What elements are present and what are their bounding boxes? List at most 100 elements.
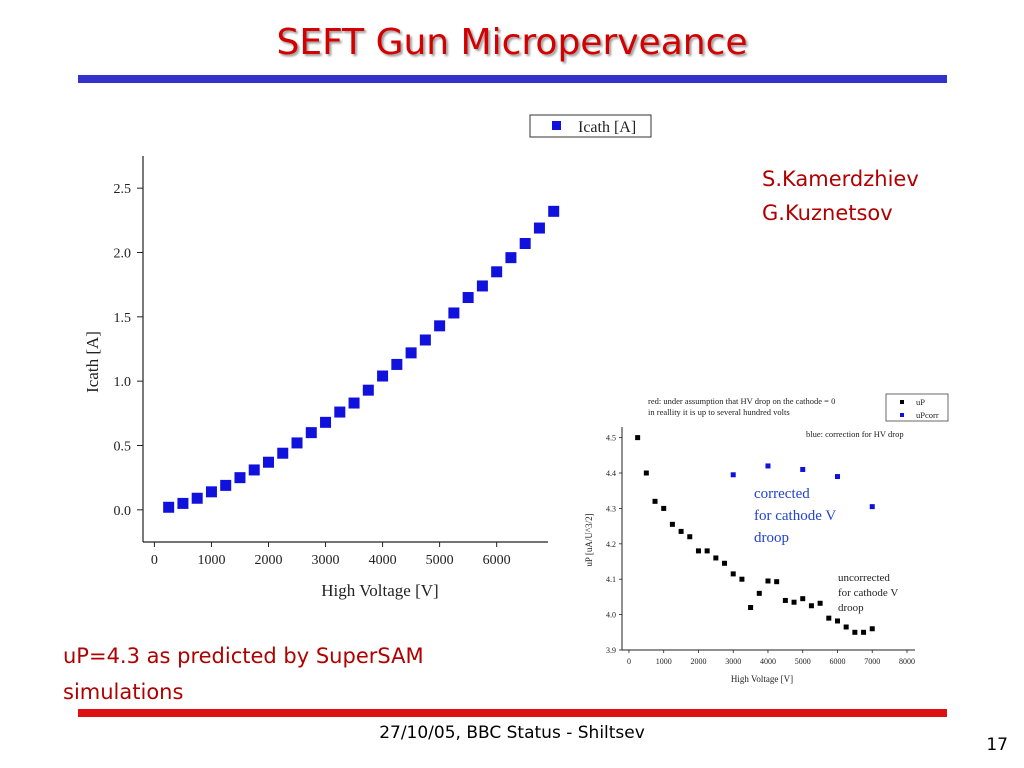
svg-text:uncorrected: uncorrected	[838, 572, 890, 584]
up-legend-label-upcorr: uPcorr	[916, 410, 939, 420]
up-x-tick-label: 1000	[656, 657, 672, 666]
up-data-point	[695, 548, 701, 554]
up-data-point	[869, 626, 875, 632]
up-data-point	[808, 603, 814, 609]
icath-data-point	[248, 464, 260, 476]
icath-x-tick-label: 5000	[426, 553, 454, 568]
icath-data-point	[234, 472, 246, 484]
footer: 27/10/05, BBC Status - Shiltsev	[379, 723, 645, 743]
up-data-point	[704, 548, 710, 554]
up-legend-marker-upcorr	[900, 413, 904, 417]
up-y-tick-label: 4.3	[606, 504, 616, 513]
up-data-point	[661, 505, 667, 511]
up-data-point	[678, 528, 684, 534]
bottom-divider	[78, 709, 947, 717]
icath-data-point	[548, 205, 560, 217]
author-1: S.Kamerdzhiev	[762, 167, 919, 191]
up-y-tick-label: 4.1	[606, 575, 616, 584]
icath-y-tick-label: 1.5	[114, 311, 132, 326]
up-data-point	[756, 590, 762, 596]
up-data-point	[791, 599, 797, 605]
up-y-tick-label: 4.2	[606, 540, 616, 549]
upcorr-data-point	[834, 474, 840, 480]
up-data-point	[774, 579, 780, 585]
up-chart-annotation-red-2: in reallity it is up to several hundred …	[648, 407, 790, 417]
up-data-point	[834, 618, 840, 624]
up-data-point	[843, 624, 849, 630]
up-x-tick-label: 6000	[829, 657, 845, 666]
up-y-tick-label: 4.4	[606, 469, 616, 478]
icath-data-point	[391, 358, 403, 370]
up-data-point	[817, 600, 823, 606]
up-data-point	[730, 571, 736, 577]
upcorr-data-point	[730, 472, 736, 478]
icath-y-tick-label: 2.0	[114, 247, 132, 262]
up-data-point	[826, 615, 832, 621]
icath-y-tick-label: 1.0	[114, 375, 132, 390]
up-chart-annotation-blue: blue: correction for HV drop	[806, 429, 904, 439]
svg-text:corrected: corrected	[754, 486, 810, 502]
icath-data-point	[462, 292, 474, 304]
icath-y-tick-label: 0.5	[114, 440, 132, 455]
up-y-tick-label: 4.5	[606, 434, 616, 443]
icath-data-point	[448, 307, 460, 319]
icath-data-point	[348, 397, 360, 409]
icath-y-tick-label: 0.0	[114, 504, 132, 519]
icath-y-tick-label: 2.5	[114, 182, 132, 197]
icath-x-tick-label: 1000	[197, 553, 225, 568]
icath-data-point	[220, 479, 232, 491]
icath-x-tick-label: 6000	[483, 553, 511, 568]
authors: S.Kamerdzhiev G.Kuznetsov	[762, 162, 919, 230]
up-data-point	[713, 555, 719, 561]
icath-data-point	[491, 266, 503, 278]
icath-data-point	[262, 456, 274, 468]
up-data-point	[722, 560, 728, 566]
up-data-point	[687, 534, 693, 540]
icath-data-point	[434, 320, 446, 332]
icath-data-point	[476, 280, 488, 292]
icath-legend-marker	[552, 121, 561, 130]
up-chart-legend: uP uPcorr	[885, 393, 949, 422]
icath-data-point	[320, 416, 332, 428]
up-x-axis-label: High Voltage [V]	[731, 674, 793, 684]
svg-text:droop: droop	[838, 602, 864, 614]
up-x-tick-label: 5000	[795, 657, 811, 666]
up-legend-label-up: uP	[916, 397, 925, 407]
up-chart-background	[566, 388, 950, 694]
top-divider	[78, 75, 947, 83]
icath-data-point	[519, 237, 531, 249]
up-data-point	[852, 629, 858, 635]
up-x-tick-label: 8000	[899, 657, 915, 666]
up-legend-marker-up	[900, 400, 904, 404]
up-data-point	[643, 470, 649, 476]
up-data-point	[800, 596, 806, 602]
up-x-tick-label: 3000	[725, 657, 741, 666]
icath-data-point	[505, 252, 517, 264]
slide-title: SEFT Gun Microperveance	[276, 22, 748, 63]
icath-x-tick-label: 3000	[312, 553, 340, 568]
up-x-tick-label: 2000	[690, 657, 706, 666]
upcorr-data-point	[800, 466, 806, 472]
note-line-2: simulations	[63, 680, 184, 704]
page-number: 17	[986, 735, 1008, 755]
icath-data-point	[305, 427, 317, 439]
up-data-point	[652, 498, 658, 504]
icath-data-point	[191, 492, 203, 504]
icath-data-point	[405, 347, 417, 359]
up-data-point	[782, 597, 788, 603]
up-data-point	[861, 629, 867, 635]
note-line-1: uP=4.3 as predicted by SuperSAM	[63, 644, 424, 668]
icath-data-point	[291, 437, 303, 449]
up-y-axis-label: uP [uA/U^3/2]	[584, 513, 594, 566]
up-x-tick-label: 0	[627, 657, 631, 666]
icath-x-axis-label: High Voltage [V]	[321, 581, 438, 600]
icath-x-tick-label: 0	[151, 553, 158, 568]
icath-data-point	[533, 222, 545, 234]
author-2: G.Kuznetsov	[762, 201, 893, 225]
up-y-tick-label: 4.0	[606, 611, 616, 620]
up-data-point	[635, 435, 641, 441]
up-y-tick-label: 3.9	[606, 646, 616, 655]
uncorrected-label: uncorrected for cathode V droop	[838, 572, 898, 614]
icath-data-point	[177, 497, 189, 509]
